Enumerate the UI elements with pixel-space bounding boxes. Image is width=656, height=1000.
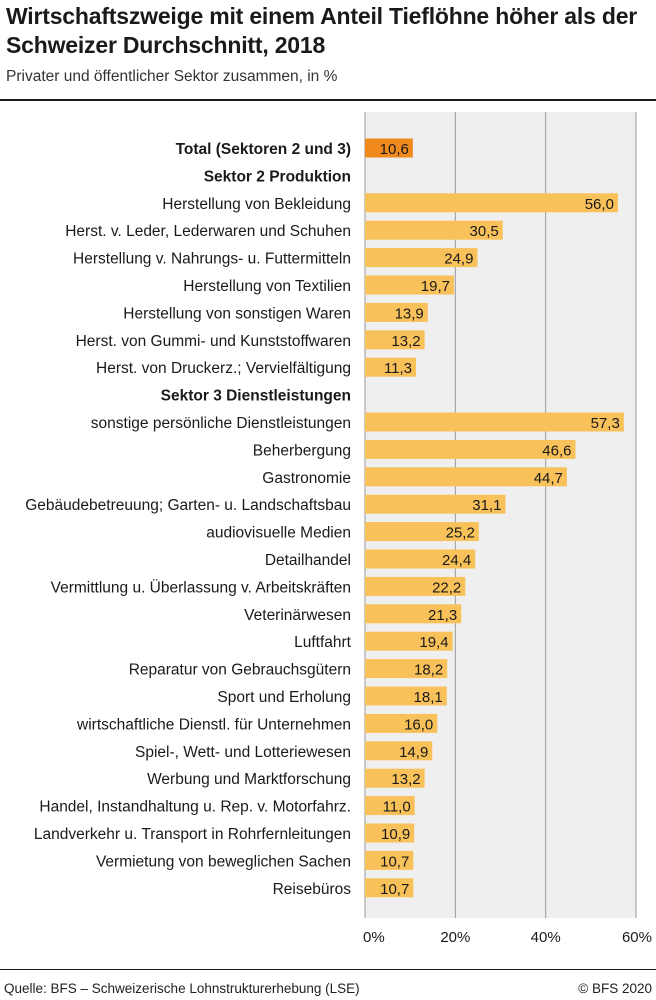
bar [365, 850, 414, 870]
category-label: Gastronomie [262, 470, 351, 487]
category-label: Landverkehr u. Transport in Rohrfernleit… [34, 826, 351, 843]
bar [365, 631, 453, 651]
data-label: 31,1 [472, 497, 501, 514]
category-label: audiovisuelle Medien [206, 525, 351, 542]
x-tick-label: 20% [440, 929, 470, 946]
category-label: Vermietung von beweglichen Sachen [96, 853, 351, 870]
data-label: 44,7 [534, 470, 563, 487]
chart-subtitle: Privater und öffentlicher Sektor zusamme… [6, 68, 338, 85]
bar [365, 576, 466, 596]
data-label: 46,6 [542, 442, 571, 459]
category-label: Vermittlung u. Überlassung v. Arbeitskrä… [51, 578, 351, 596]
source-note: Quelle: BFS – Schweizerische Lohnstruktu… [4, 981, 360, 996]
category-label: wirtschaftliche Dienstl. für Unternehmen [76, 716, 351, 733]
data-label: 14,9 [399, 744, 428, 761]
data-label: 57,3 [591, 415, 620, 432]
total-label: Total (Sektoren 2 und 3) [176, 141, 351, 158]
bottom-rule [0, 969, 656, 970]
bar [365, 713, 438, 733]
category-label: Herstellung von sonstigen Waren [123, 305, 351, 322]
top-rule [0, 99, 656, 101]
data-label: 30,5 [470, 223, 499, 240]
bar [365, 467, 567, 487]
category-label: Reisebüros [273, 881, 352, 898]
section-header: Sektor 2 Produktion [204, 168, 351, 185]
data-label: 21,3 [428, 607, 457, 624]
section-header: Sektor 3 Dienstleistungen [161, 388, 351, 405]
category-label: Beherbergung [253, 442, 351, 459]
category-label: Herstellung von Textilien [183, 278, 351, 295]
category-label: Reparatur von Gebrauchsgütern [129, 662, 351, 679]
bar [365, 686, 447, 706]
data-label: 25,2 [446, 525, 475, 542]
category-label: Spiel-, Wett- und Lotteriewesen [135, 744, 351, 761]
category-label: Veterinärwesen [244, 607, 351, 624]
bar [365, 768, 425, 788]
bar [365, 522, 479, 542]
category-label: Herst. von Gummi- und Kunststoffwaren [76, 333, 351, 350]
bar [365, 220, 503, 240]
bar-chart: 0% 20% 40% 60% Total (Sektoren 2 und 3) 10,6 S… [25, 112, 652, 946]
bar [365, 796, 415, 816]
x-tick-label: 0% [363, 929, 385, 946]
data-label: 11,3 [384, 360, 412, 377]
category-label: sonstige persönliche Dienstleistungen [91, 415, 351, 432]
data-label: 56,0 [585, 196, 614, 213]
bar [365, 302, 428, 322]
data-label: 19,7 [421, 278, 450, 295]
bar [365, 823, 415, 843]
data-label: 10,7 [380, 853, 409, 870]
category-label: Gebäudebetreuung; Garten- u. Landschafts… [25, 497, 351, 514]
data-label: 10,7 [380, 881, 409, 898]
bar [365, 659, 448, 679]
data-label: 13,9 [395, 305, 424, 322]
bar [365, 549, 476, 569]
bar-total [365, 138, 413, 158]
data-label: 19,4 [419, 634, 448, 651]
copyright-note: © BFS 2020 [578, 981, 652, 996]
bar [365, 275, 454, 295]
data-label: 24,4 [442, 552, 471, 569]
category-label: Sport und Erholung [217, 689, 351, 706]
data-label: 10,6 [380, 141, 409, 158]
bar [365, 439, 576, 459]
bar [365, 412, 624, 432]
data-label: 24,9 [444, 251, 473, 268]
bar [365, 741, 433, 761]
data-label: 10,9 [381, 826, 410, 843]
bar [365, 248, 478, 268]
category-label: Herst. von Druckerz.; Vervielfältigung [96, 360, 351, 377]
category-label: Herstellung von Bekleidung [162, 196, 351, 213]
category-label: Detailhandel [265, 552, 351, 569]
x-tick-label: 60% [622, 929, 652, 946]
bar [365, 878, 414, 898]
chart-title: Wirtschaftszweige mit einem Anteil Tiefl… [6, 3, 638, 58]
category-label: Werbung und Marktforschung [147, 771, 351, 788]
x-tick-label: 40% [531, 929, 561, 946]
bar [365, 604, 462, 624]
data-label: 18,1 [414, 689, 443, 706]
bar [365, 193, 618, 213]
data-label: 11,0 [383, 799, 411, 816]
data-label: 18,2 [414, 662, 443, 679]
bar [365, 494, 506, 514]
data-label: 13,2 [391, 333, 420, 350]
data-label: 16,0 [404, 716, 433, 733]
category-label: Handel, Instandhaltung u. Rep. v. Motorf… [39, 799, 351, 816]
category-label: Luftfahrt [294, 634, 352, 651]
bar [365, 330, 425, 350]
data-label: 13,2 [391, 771, 420, 788]
category-label: Herst. v. Leder, Lederwaren und Schuhen [65, 223, 351, 240]
bar [365, 357, 417, 377]
data-label: 22,2 [432, 579, 461, 596]
category-label: Herstellung v. Nahrungs- u. Futtermittel… [73, 251, 351, 268]
